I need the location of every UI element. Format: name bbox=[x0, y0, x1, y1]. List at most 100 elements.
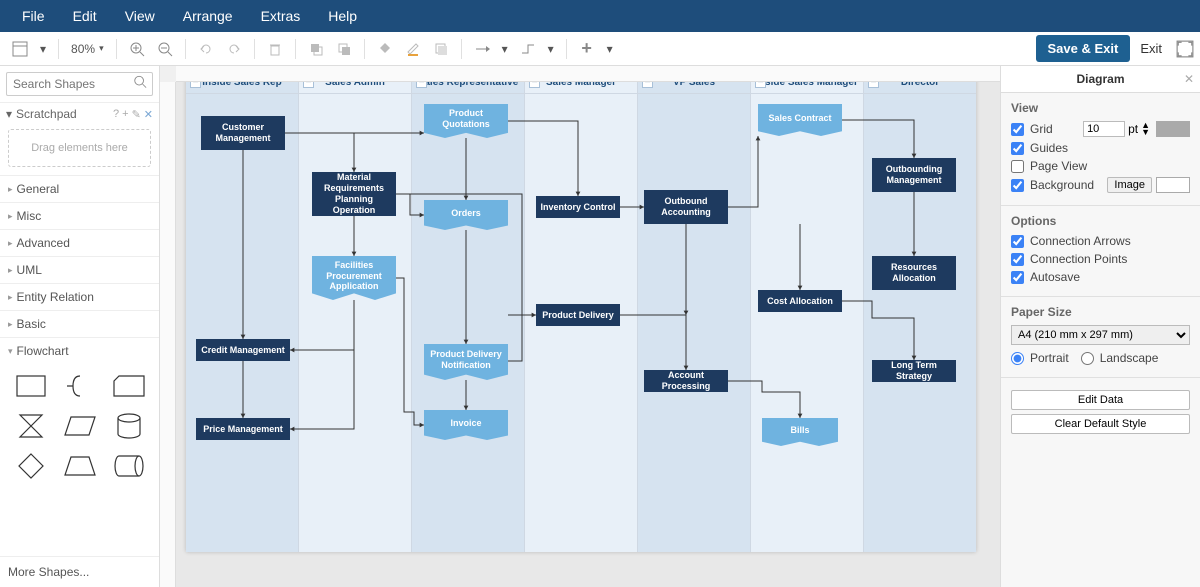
lane[interactable]: −Inside Sales Manager bbox=[751, 82, 864, 552]
lane-header[interactable]: −VP Sales bbox=[638, 82, 750, 94]
background-color-box[interactable] bbox=[1156, 177, 1190, 193]
grid-color-box[interactable] bbox=[1156, 121, 1190, 137]
undo-icon[interactable] bbox=[194, 37, 218, 61]
node-bills[interactable]: Bills bbox=[762, 418, 838, 446]
shape-hourglass[interactable] bbox=[10, 410, 51, 442]
scratchpad-help-icon[interactable]: ? bbox=[113, 108, 119, 120]
grid-step-down[interactable]: ▼ bbox=[1141, 129, 1150, 136]
node-ord[interactable]: Orders bbox=[424, 200, 508, 230]
grid-checkbox[interactable] bbox=[1011, 123, 1024, 136]
shape-process[interactable] bbox=[10, 370, 51, 402]
portrait-radio[interactable] bbox=[1011, 352, 1024, 365]
shadow-icon[interactable] bbox=[429, 37, 453, 61]
lane[interactable]: −Inside Sales Rep bbox=[186, 82, 299, 552]
node-calloc[interactable]: Cost Allocation bbox=[758, 290, 842, 312]
lane-header[interactable]: −Sales Representative bbox=[412, 82, 524, 94]
node-price[interactable]: Price Management bbox=[196, 418, 290, 440]
guides-checkbox[interactable] bbox=[1011, 142, 1024, 155]
diagram-page[interactable]: −Inside Sales Rep−Sales Admin−Sales Repr… bbox=[186, 82, 976, 552]
fill-color-icon[interactable] bbox=[373, 37, 397, 61]
node-scon[interactable]: Sales Contract bbox=[758, 104, 842, 136]
node-mrp[interactable]: Material Requirements Planning Operation bbox=[312, 172, 396, 216]
canvas[interactable]: −Inside Sales Rep−Sales Admin−Sales Repr… bbox=[176, 82, 1000, 587]
lane-header[interactable]: −Inside Sales Manager bbox=[751, 82, 863, 94]
node-invc[interactable]: Inventory Control bbox=[536, 196, 620, 218]
search-shapes-input[interactable] bbox=[6, 72, 153, 96]
shape-card[interactable] bbox=[108, 370, 149, 402]
to-front-icon[interactable] bbox=[304, 37, 328, 61]
lane-header[interactable]: −Inside Sales Rep bbox=[186, 82, 298, 94]
more-shapes-button[interactable]: More Shapes... bbox=[0, 556, 159, 587]
palette-cat-uml[interactable]: ▸UML bbox=[0, 256, 159, 283]
scratchpad-edit-icon[interactable]: ✎ bbox=[132, 108, 141, 121]
shape-trapezoid[interactable] bbox=[59, 450, 100, 482]
lane-collapse-icon[interactable]: − bbox=[416, 82, 427, 88]
shape-cylinder[interactable] bbox=[108, 410, 149, 442]
menu-view[interactable]: View bbox=[111, 2, 169, 30]
waypoint-caret[interactable]: ▾ bbox=[542, 42, 560, 56]
node-pdel[interactable]: Product Delivery bbox=[536, 304, 620, 326]
lane-header[interactable]: −Director bbox=[864, 82, 976, 94]
background-checkbox[interactable] bbox=[1011, 179, 1024, 192]
connection-caret[interactable]: ▾ bbox=[496, 42, 514, 56]
scratchpad-close-icon[interactable]: ✕ bbox=[144, 108, 153, 121]
shape-brace[interactable] bbox=[59, 370, 100, 402]
scratchpad-dropzone[interactable]: Drag elements here bbox=[8, 129, 151, 167]
edit-data-button[interactable]: Edit Data bbox=[1011, 390, 1190, 410]
zoom-out-icon[interactable] bbox=[153, 37, 177, 61]
shape-cylinder-h[interactable] bbox=[108, 450, 149, 482]
node-fac[interactable]: Facilities Procurement Application bbox=[312, 256, 396, 300]
zoom-in-icon[interactable] bbox=[125, 37, 149, 61]
paper-size-select[interactable]: A4 (210 mm x 297 mm) bbox=[1011, 325, 1190, 345]
redo-icon[interactable] bbox=[222, 37, 246, 61]
clear-style-button[interactable]: Clear Default Style bbox=[1011, 414, 1190, 434]
menu-edit[interactable]: Edit bbox=[59, 2, 111, 30]
lane-collapse-icon[interactable]: − bbox=[303, 82, 314, 88]
shape-parallelogram[interactable] bbox=[59, 410, 100, 442]
node-lts[interactable]: Long Term Strategy bbox=[872, 360, 956, 382]
lane-collapse-icon[interactable]: − bbox=[642, 82, 653, 88]
lane-collapse-icon[interactable]: − bbox=[755, 82, 766, 88]
zoom-level[interactable]: 80%▾ bbox=[65, 42, 110, 56]
grid-size-input[interactable] bbox=[1083, 121, 1125, 137]
conn-points-checkbox[interactable] bbox=[1011, 253, 1024, 266]
connection-icon[interactable] bbox=[470, 37, 494, 61]
view-mode-icon[interactable] bbox=[8, 37, 32, 61]
line-color-icon[interactable] bbox=[401, 37, 425, 61]
node-inv[interactable]: Invoice bbox=[424, 410, 508, 440]
node-cust[interactable]: Customer Management bbox=[201, 116, 285, 150]
waypoint-icon[interactable] bbox=[516, 37, 540, 61]
node-credit[interactable]: Credit Management bbox=[196, 339, 290, 361]
conn-arrows-checkbox[interactable] bbox=[1011, 235, 1024, 248]
node-outm[interactable]: Outbounding Management bbox=[872, 158, 956, 192]
background-image-button[interactable]: Image bbox=[1107, 177, 1152, 193]
node-oacc[interactable]: Outbound Accounting bbox=[644, 190, 728, 224]
landscape-radio[interactable] bbox=[1081, 352, 1094, 365]
lane-header[interactable]: −Sales Admin bbox=[299, 82, 411, 94]
delete-icon[interactable] bbox=[263, 37, 287, 61]
lane[interactable]: −Sales Representative bbox=[412, 82, 525, 552]
node-ralloc[interactable]: Resources Allocation bbox=[872, 256, 956, 290]
node-quot[interactable]: Product Quotations bbox=[424, 104, 508, 138]
insert-icon[interactable]: + bbox=[575, 37, 599, 61]
lane[interactable]: −Director bbox=[864, 82, 976, 552]
menu-arrange[interactable]: Arrange bbox=[169, 2, 247, 30]
palette-cat-basic[interactable]: ▸Basic bbox=[0, 310, 159, 337]
pageview-checkbox[interactable] bbox=[1011, 160, 1024, 173]
panel-close-icon[interactable]: ✕ bbox=[1184, 72, 1194, 86]
palette-cat-entity-relation[interactable]: ▸Entity Relation bbox=[0, 283, 159, 310]
lane[interactable]: −Sales Admin bbox=[299, 82, 412, 552]
tab-diagram[interactable]: Diagram bbox=[1001, 66, 1200, 92]
search-icon[interactable] bbox=[133, 75, 147, 94]
palette-cat-advanced[interactable]: ▸Advanced bbox=[0, 229, 159, 256]
lane-collapse-icon[interactable]: − bbox=[868, 82, 879, 88]
menu-file[interactable]: File bbox=[8, 2, 59, 30]
menu-extras[interactable]: Extras bbox=[247, 2, 315, 30]
shape-diamond[interactable] bbox=[10, 450, 51, 482]
fullscreen-icon[interactable] bbox=[1176, 40, 1194, 58]
to-back-icon[interactable] bbox=[332, 37, 356, 61]
palette-cat-general[interactable]: ▸General bbox=[0, 175, 159, 202]
insert-caret[interactable]: ▾ bbox=[601, 42, 619, 56]
palette-cat-misc[interactable]: ▸Misc bbox=[0, 202, 159, 229]
lane-header[interactable]: −Sales Manager bbox=[525, 82, 637, 94]
